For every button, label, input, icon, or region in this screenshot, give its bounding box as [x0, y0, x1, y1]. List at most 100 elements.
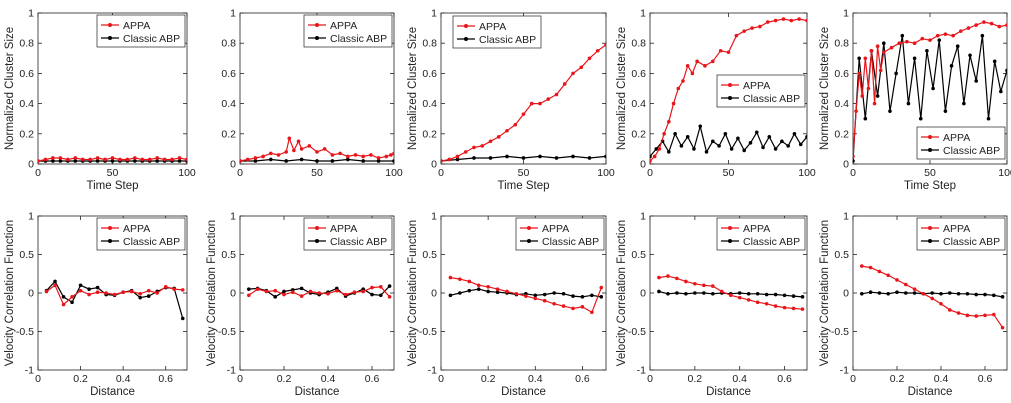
data-point-classic-abp: [61, 295, 66, 299]
data-point-appa: [513, 122, 518, 127]
x-tick-label: 0: [438, 373, 444, 385]
legend-marker-appa: [728, 226, 732, 230]
data-point-classic-abp: [767, 135, 772, 139]
data-point-appa: [853, 154, 855, 159]
y-tick-label: 0.5: [631, 249, 646, 261]
data-point-appa: [472, 145, 476, 150]
data-point-appa: [255, 287, 260, 291]
data-point-classic-abp: [51, 159, 55, 163]
data-point-classic-abp: [692, 147, 696, 151]
data-point-appa: [129, 289, 134, 294]
data-point-appa: [750, 26, 754, 30]
data-point-appa: [886, 273, 890, 278]
x-tick-label: 0.6: [158, 373, 173, 385]
y-tick-label: 0.4: [221, 98, 236, 110]
data-point-classic-abp: [974, 79, 978, 83]
data-point-classic-abp: [476, 287, 481, 291]
data-point-classic-abp: [580, 295, 585, 299]
data-point-appa: [746, 298, 751, 302]
x-tick-label: 0.2: [688, 373, 703, 385]
legend-label-appa: APPA: [743, 80, 770, 92]
x-tick-label: 0.6: [978, 373, 993, 385]
data-point-appa: [44, 289, 49, 294]
legend-label-classic-abp: Classic ABP: [330, 236, 387, 248]
y-tick-label: -0.5: [831, 326, 849, 338]
data-point-appa: [675, 276, 679, 281]
data-point-appa: [719, 289, 724, 294]
x-tick-label: 50: [723, 167, 735, 179]
x-tick-label: 0: [647, 373, 653, 385]
data-point-appa: [112, 292, 117, 297]
data-point-classic-abp: [590, 293, 594, 298]
data-point-appa: [604, 42, 606, 47]
x-axis-label: Distance: [295, 386, 340, 398]
series-line-classic-abp: [853, 35, 1007, 162]
data-point-classic-abp: [376, 159, 381, 163]
data-point-classic-abp: [886, 291, 890, 296]
data-point-classic-abp: [746, 291, 751, 296]
data-point-classic-abp: [554, 156, 559, 160]
data-point-classic-abp: [177, 159, 182, 163]
data-point-appa: [291, 290, 295, 295]
data-point-classic-abp: [798, 142, 803, 147]
data-point-appa: [240, 159, 242, 163]
data-point-appa: [138, 291, 142, 296]
plot-area: [38, 156, 187, 163]
data-point-appa: [299, 147, 304, 151]
x-tick-label: 0: [237, 167, 243, 179]
data-point-classic-abp: [370, 292, 374, 297]
data-point-appa: [346, 154, 350, 159]
data-point-appa: [61, 302, 66, 307]
chart-panel-top-3: 0 50 100 0 0.2 0.4 0.6 0.8 1 Time Step Normalized …: [407, 8, 615, 193]
x-tick-label: 100: [798, 167, 816, 179]
data-point-appa: [392, 151, 394, 156]
legend-label-classic-abp: Classic ABP: [542, 236, 599, 248]
y-tick-label: 0.8: [221, 38, 236, 50]
data-point-classic-abp: [761, 145, 765, 150]
data-point-appa: [737, 295, 742, 300]
x-tick-label: 0.4: [116, 373, 131, 385]
x-tick-label: 0.4: [732, 373, 747, 385]
data-point-classic-abp: [467, 288, 472, 293]
data-point-appa: [685, 64, 690, 68]
data-point-appa: [943, 32, 948, 36]
data-point-classic-abp: [937, 38, 942, 42]
data-point-appa: [671, 101, 676, 106]
x-axis-label: Distance: [501, 386, 546, 398]
chart-panel-top-1: 0 50 100 0 0.2 0.4 0.6 0.8 1 Time Step Normalized …: [4, 8, 196, 193]
data-point-appa: [951, 33, 955, 38]
y-tick-label: 0.2: [19, 128, 34, 140]
y-tick-label: -1: [227, 365, 236, 377]
data-point-classic-abp: [180, 316, 185, 321]
data-point-appa: [711, 59, 715, 64]
data-point-classic-abp: [95, 285, 100, 290]
data-point-appa: [163, 285, 168, 289]
data-point-appa: [928, 38, 932, 42]
data-point-appa: [185, 157, 187, 162]
data-point-appa: [554, 92, 559, 97]
data-point-appa: [486, 285, 490, 289]
data-point-classic-abp: [882, 41, 886, 45]
y-tick-label: -0.5: [218, 326, 236, 338]
data-point-appa: [562, 82, 567, 86]
data-point-appa: [992, 312, 996, 317]
data-point-classic-abp: [875, 94, 880, 98]
legend-label-classic-abp: Classic ABP: [123, 236, 180, 248]
data-point-appa: [1000, 325, 1005, 330]
data-point-classic-abp: [599, 295, 604, 299]
data-point-appa: [495, 287, 500, 291]
y-tick-label: 0.8: [19, 38, 34, 50]
y-tick-label: 0: [28, 288, 34, 300]
x-axis-label: Time Step: [498, 180, 550, 192]
data-point-appa: [805, 18, 807, 23]
data-point-appa: [247, 293, 251, 298]
data-point-classic-abp: [448, 293, 453, 298]
data-point-appa: [140, 157, 145, 162]
y-tick-label: 0.2: [631, 128, 646, 140]
data-point-appa: [765, 20, 770, 24]
data-point-appa: [43, 157, 48, 162]
legend-marker-appa: [108, 226, 112, 230]
